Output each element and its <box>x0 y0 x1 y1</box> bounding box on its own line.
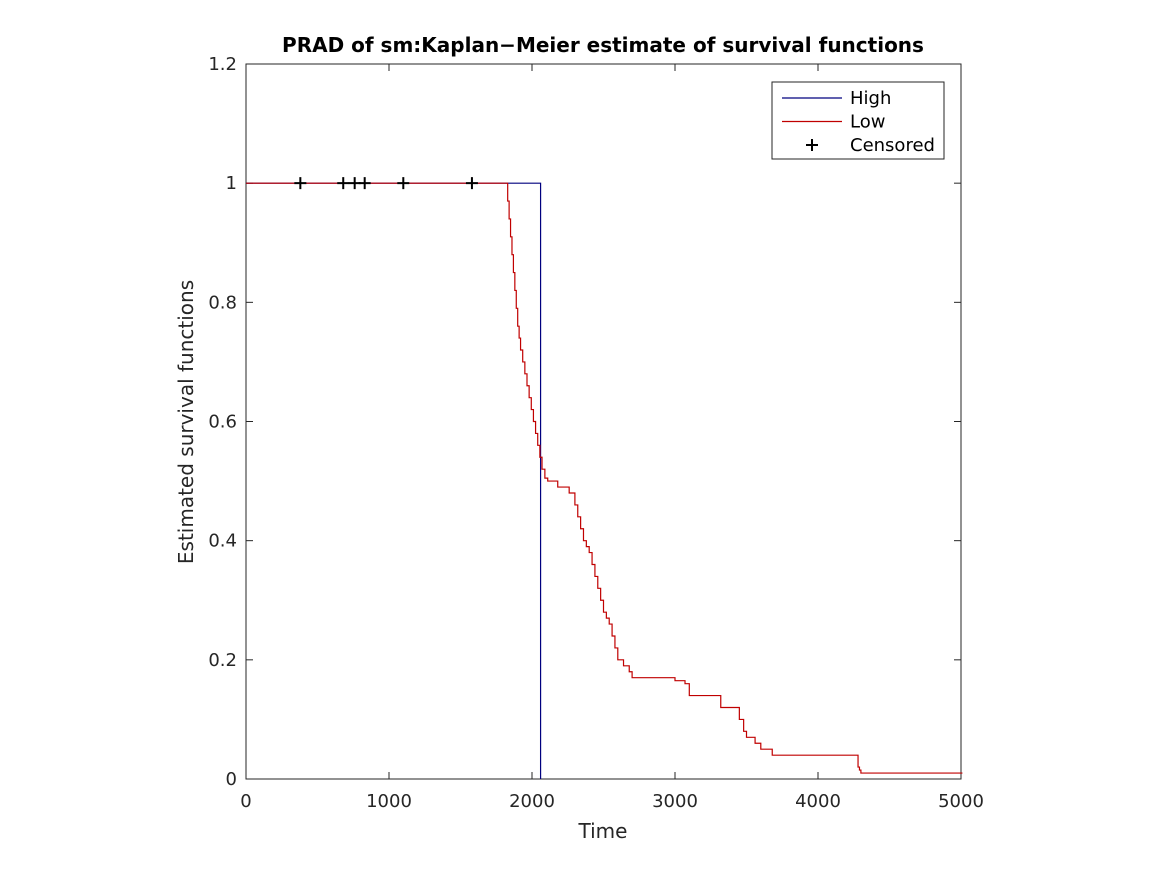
y-tick-label: 0.8 <box>208 292 237 313</box>
series-line-high <box>246 183 541 779</box>
series-line-low <box>246 183 962 773</box>
y-axis: 0 0.2 0.4 0.6 0.8 1 1.2 <box>208 54 961 790</box>
x-tick-label: 5000 <box>938 791 984 812</box>
y-tick-label: 0 <box>226 769 237 790</box>
y-tick-label: 0.6 <box>208 412 237 433</box>
x-tick-label: 1000 <box>366 791 412 812</box>
y-tick-label: 0.2 <box>208 650 237 671</box>
censored-marker <box>397 177 409 189</box>
plot-frame <box>246 64 961 779</box>
legend-label: High <box>850 88 891 109</box>
x-axis-label: Time <box>578 819 628 843</box>
x-axis: 0 1000 2000 3000 4000 5000 <box>240 64 984 812</box>
x-tick-label: 2000 <box>509 791 555 812</box>
x-tick-label: 4000 <box>795 791 841 812</box>
y-tick-label: 1 <box>226 173 237 194</box>
series-lines <box>246 183 962 779</box>
censored-marker <box>294 177 306 189</box>
plot-area: 0 0.2 0.4 0.6 0.8 1 1.2 0 1000 2000 3000 4000 5000 <box>208 54 984 812</box>
x-tick-label: 0 <box>240 791 251 812</box>
legend-label: Censored <box>850 135 935 156</box>
y-axis-label: Estimated survival functions <box>174 280 198 564</box>
censored-marker <box>466 177 478 189</box>
x-tick-label: 3000 <box>652 791 698 812</box>
chart-title: PRAD of sm:Kaplan−Meier estimate of surv… <box>282 33 924 57</box>
legend-label: Low <box>850 112 885 133</box>
y-tick-label: 1.2 <box>208 54 237 75</box>
y-tick-label: 0.4 <box>208 531 237 552</box>
censored-marker <box>337 177 349 189</box>
censored-marker <box>359 177 371 189</box>
